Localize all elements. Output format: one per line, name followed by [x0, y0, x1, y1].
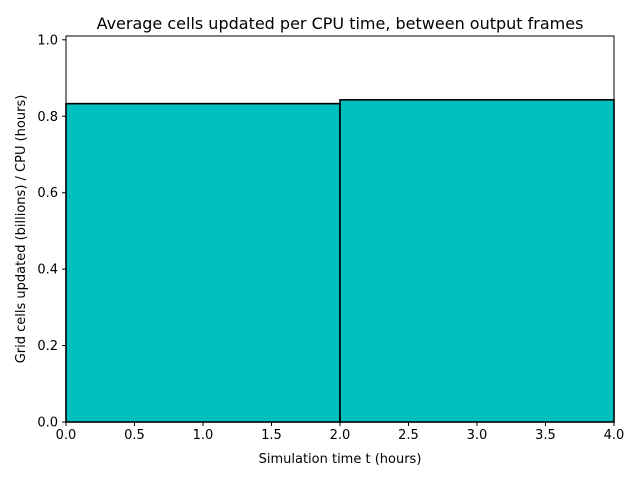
- y-tick-label-1: 0.2: [37, 339, 58, 354]
- x-tick-label-6: 3.0: [467, 428, 488, 443]
- x-tick-label-3: 1.5: [261, 428, 282, 443]
- bar-1: [65, 102, 341, 423]
- y-tick-label-0: 0.0: [37, 416, 58, 431]
- x-axis-label: Simulation time t (hours): [259, 452, 422, 467]
- y-axis-label: Grid cells updated (billions) / CPU (hou…: [14, 95, 29, 364]
- x-tick-label-2: 1.0: [193, 428, 214, 443]
- y-tick-label-5: 1.0: [37, 33, 58, 48]
- x-tick-label-0: 0.0: [56, 428, 77, 443]
- chart-title: Average cells updated per CPU time, betw…: [97, 14, 584, 33]
- bars-group: [65, 99, 615, 423]
- x-tick-label-4: 2.0: [330, 428, 351, 443]
- x-tick-label-8: 4.0: [604, 428, 625, 443]
- x-tick-label-1: 0.5: [124, 428, 145, 443]
- x-tick-label-7: 3.5: [535, 428, 556, 443]
- x-ticks: 0.0 0.5 1.0 1.5 2.0 2.5 3.0 3.5 4.0: [56, 422, 625, 443]
- y-tick-label-3: 0.6: [37, 186, 58, 201]
- y-tick-label-4: 0.8: [37, 110, 58, 125]
- y-ticks: 0.0 0.2 0.4 0.6 0.8 1.0: [37, 33, 66, 431]
- x-tick-label-5: 2.5: [398, 428, 419, 443]
- y-tick-label-2: 0.4: [37, 263, 58, 278]
- bar-2: [339, 99, 615, 423]
